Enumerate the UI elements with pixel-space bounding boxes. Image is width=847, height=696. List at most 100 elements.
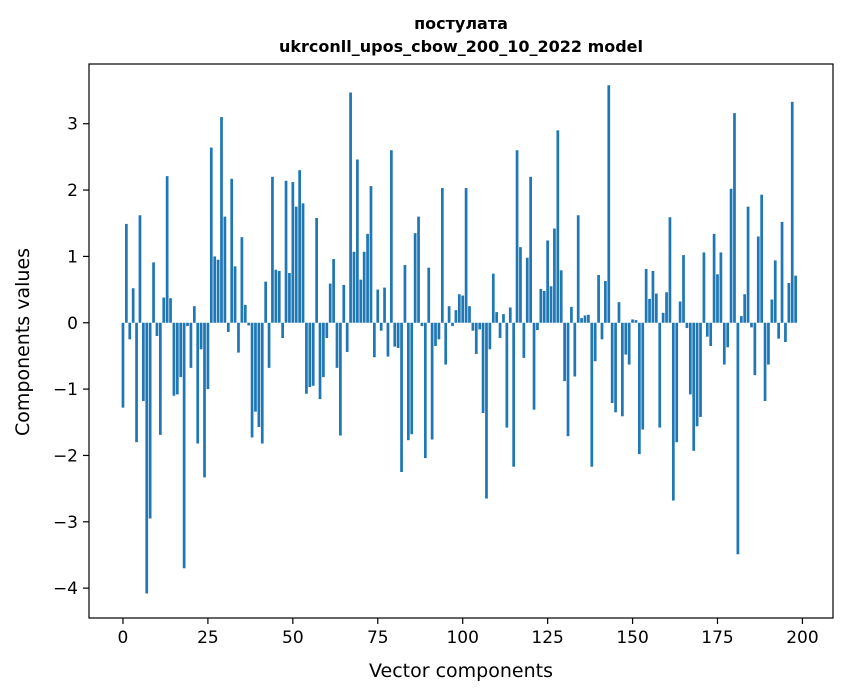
bar-67: [349, 92, 352, 323]
y-tick-label: 0: [67, 314, 78, 334]
bar-72: [366, 233, 369, 323]
bar-110: [495, 312, 499, 323]
bar-12: [162, 297, 166, 323]
bar-51: [294, 206, 298, 323]
bar-98: [454, 310, 458, 323]
y-tick-label: 2: [67, 181, 78, 201]
bar-150: [631, 319, 634, 323]
y-tick-label: −3: [53, 513, 78, 533]
bar-159: [661, 312, 665, 323]
bar-25: [206, 322, 210, 390]
y-axis-label: Components values: [12, 248, 34, 436]
bar-87: [417, 216, 420, 323]
bar-86: [413, 233, 417, 323]
x-tick-label: 0: [118, 628, 129, 648]
bar-80: [393, 322, 397, 347]
bar-105: [478, 322, 482, 330]
bar-35: [240, 237, 244, 323]
bar-103: [471, 322, 475, 331]
bar-73: [369, 186, 373, 323]
x-tick-label: 200: [786, 628, 818, 648]
bar-176: [719, 252, 723, 323]
y-tick-label: −4: [53, 579, 78, 599]
bar-90: [427, 267, 431, 323]
bar-65: [342, 284, 346, 323]
bar-182: [739, 316, 743, 323]
bar-181: [736, 322, 740, 555]
y-tick-label: −2: [53, 446, 78, 466]
bar-47: [281, 322, 284, 339]
bar-169: [695, 322, 699, 427]
bar-186: [753, 322, 757, 376]
bar-29: [220, 117, 223, 323]
bar-117: [519, 247, 522, 323]
bar-40: [257, 322, 261, 427]
bar-127: [553, 228, 556, 323]
bar-139: [593, 322, 597, 362]
bar-2: [128, 322, 132, 340]
bar-166: [685, 322, 689, 329]
bar-102: [468, 306, 471, 323]
bar-53: [301, 203, 305, 323]
bar-20: [189, 322, 193, 368]
bar-70: [359, 279, 363, 323]
bar-58: [318, 322, 322, 400]
bar-123: [539, 288, 543, 323]
bar-30: [223, 216, 227, 323]
bar-171: [702, 252, 706, 323]
bar-168: [692, 322, 696, 451]
bar-7: [145, 322, 149, 594]
bar-55: [308, 322, 312, 388]
bar-77: [383, 287, 386, 323]
bar-3: [131, 288, 135, 323]
bars-group: [121, 85, 797, 594]
bar-120: [529, 176, 532, 323]
bar-162: [671, 322, 675, 501]
bar-46: [277, 271, 281, 323]
bar-27: [213, 256, 217, 323]
bar-76: [379, 322, 383, 331]
bar-130: [563, 322, 566, 382]
bar-172: [705, 322, 709, 337]
bar-104: [474, 322, 478, 354]
bar-34: [237, 322, 240, 353]
bar-145: [614, 322, 617, 413]
bar-32: [230, 178, 234, 323]
x-tick-label: 100: [446, 628, 478, 648]
bar-121: [532, 322, 536, 410]
bar-63: [335, 322, 339, 368]
bar-178: [726, 322, 730, 348]
bar-91: [430, 322, 434, 440]
bar-175: [716, 274, 719, 323]
bar-114: [508, 307, 512, 323]
bar-78: [386, 322, 390, 357]
bar-129: [559, 270, 563, 323]
bar-94: [440, 188, 444, 323]
bar-152: [638, 322, 641, 455]
y-axis-ticks: −4 −3 −2 −1 0 1 2 3: [53, 115, 89, 599]
bar-18: [182, 322, 186, 569]
bar-107: [485, 322, 488, 499]
bar-128: [556, 130, 560, 323]
bar-5: [138, 215, 142, 323]
bar-57: [315, 217, 318, 323]
bar-111: [498, 322, 502, 339]
bar-101: [464, 188, 468, 323]
bar-151: [634, 320, 638, 323]
bar-44: [271, 176, 274, 323]
bar-62: [332, 259, 335, 323]
bar-95: [444, 322, 448, 365]
bar-52: [298, 170, 301, 323]
bar-33: [233, 266, 237, 323]
bar-0: [121, 322, 125, 408]
bar-56: [311, 322, 315, 386]
bar-125: [546, 240, 549, 323]
bar-188: [760, 194, 764, 323]
bar-89: [423, 322, 427, 459]
bar-28: [216, 259, 220, 323]
bar-131: [566, 322, 570, 437]
x-tick-label: 25: [197, 628, 219, 648]
bar-93: [437, 322, 441, 340]
bar-135: [580, 318, 583, 323]
bar-64: [339, 322, 342, 436]
